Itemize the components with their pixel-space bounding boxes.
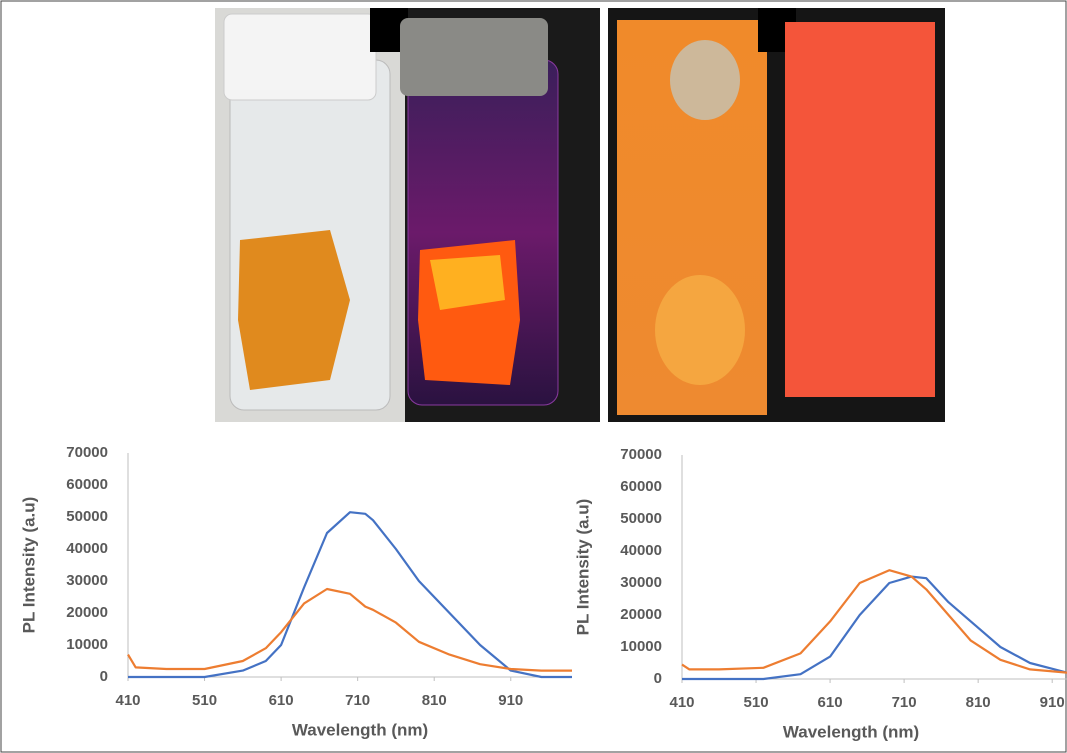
x-tick-label: 410 [115, 692, 140, 709]
x-tick-label: 710 [892, 694, 917, 711]
y-tick-label: 0 [654, 670, 662, 687]
y-tick-label: 30000 [66, 572, 108, 589]
y-axis-title: PL Intensity (a.u) [19, 497, 38, 634]
x-axis-title: Wavelength (nm) [292, 720, 428, 739]
figure: 0 10000 20000 30000 40000 50000 60000 70000 410 5… [0, 0, 1067, 753]
x-tick-label: 710 [345, 692, 370, 709]
photo-slabs [608, 8, 945, 422]
x-tick-label: 610 [269, 692, 294, 709]
y-tick-label: 10000 [620, 638, 662, 655]
x-axis-title: Wavelength (nm) [783, 722, 919, 741]
series-line [128, 589, 572, 671]
x-tick-label: 510 [744, 694, 769, 711]
x-tick-label: 810 [422, 692, 447, 709]
y-tick-label: 40000 [66, 540, 108, 557]
y-tick-label: 60000 [66, 476, 108, 493]
y-tick-label: 70000 [620, 446, 662, 463]
y-tick-label: 40000 [620, 542, 662, 559]
y-tick-label: 30000 [620, 574, 662, 591]
x-tick-label: 410 [669, 694, 694, 711]
y-tick-label: 0 [100, 668, 108, 685]
x-tick-label: 810 [966, 694, 991, 711]
y-tick-label: 20000 [66, 604, 108, 621]
y-tick-label: 50000 [620, 510, 662, 527]
series-line [682, 570, 1067, 672]
x-tick-label: 510 [192, 692, 217, 709]
y-tick-label: 10000 [66, 636, 108, 653]
photo-vials [215, 8, 600, 422]
y-tick-label: 70000 [66, 444, 108, 461]
y-tick-label: 60000 [620, 478, 662, 495]
y-tick-label: 50000 [66, 508, 108, 525]
x-tick-label: 910 [1040, 694, 1065, 711]
y-tick-label: 20000 [620, 606, 662, 623]
x-tick-label: 610 [818, 694, 843, 711]
y-axis-title: PL Intensity (a.u) [573, 499, 592, 636]
x-tick-label: 910 [498, 692, 523, 709]
